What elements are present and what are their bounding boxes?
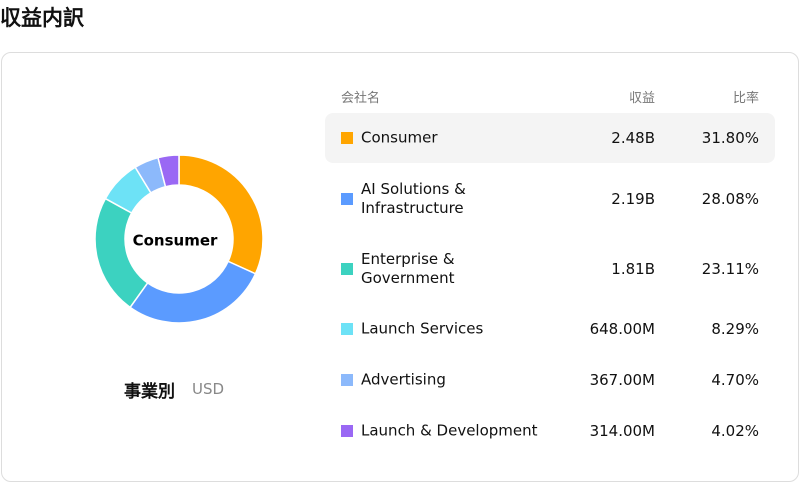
header: 比率: [732, 91, 759, 106]
share: 4.70%: [711, 371, 759, 389]
header: 収益: [628, 91, 655, 106]
legend-swatch: [341, 193, 353, 205]
donut-slice: [129, 260, 257, 324]
revenue: 2.48B: [611, 129, 655, 147]
table-row: Advertising 367.00M 4.70%: [325, 355, 775, 405]
subtitle: 事業別: [124, 382, 175, 402]
legend-swatch: [341, 425, 353, 437]
revenue: 1.81B: [611, 260, 655, 278]
donut-slice: [94, 197, 149, 309]
revenue: 314.00M: [589, 422, 655, 440]
donut-slice: [178, 154, 264, 275]
header: 会社名: [341, 91, 381, 106]
revenue: 2.19B: [611, 190, 655, 208]
category-name: Advertising: [361, 370, 446, 389]
unit: USD: [192, 380, 225, 398]
center-label: Consumer: [133, 232, 218, 250]
share: 23.11%: [701, 260, 759, 278]
category-name: Consumer: [361, 128, 438, 147]
revenue: 648.00M: [589, 320, 655, 338]
donut-slice: [157, 154, 180, 188]
share: 31.80%: [701, 129, 759, 147]
table-row: Consumer 2.48B 31.80%: [325, 113, 775, 163]
table-row: Launch & Development 314.00M 4.02%: [325, 406, 775, 456]
share: 4.02%: [711, 422, 759, 440]
table-row: Enterprise & Government 1.81B 23.11%: [325, 244, 775, 294]
table-row: Launch Services 648.00M 8.29%: [325, 304, 775, 354]
legend-swatch: [341, 132, 353, 144]
category-name: Enterprise & Government: [361, 250, 455, 287]
legend-swatch: [341, 374, 353, 386]
category-name: Launch & Development: [361, 421, 538, 440]
legend-swatch: [341, 323, 353, 335]
category-name: AI Solutions & Infrastructure: [361, 180, 466, 217]
legend-swatch: [341, 263, 353, 275]
share: 28.08%: [701, 190, 759, 208]
table-row: AI Solutions & Infrastructure 2.19B 28.08%: [325, 174, 775, 224]
share: 8.29%: [711, 320, 759, 338]
category-name: Launch Services: [361, 319, 484, 338]
revenue: 367.00M: [589, 371, 655, 389]
page-title: 収益内訳: [0, 6, 84, 30]
